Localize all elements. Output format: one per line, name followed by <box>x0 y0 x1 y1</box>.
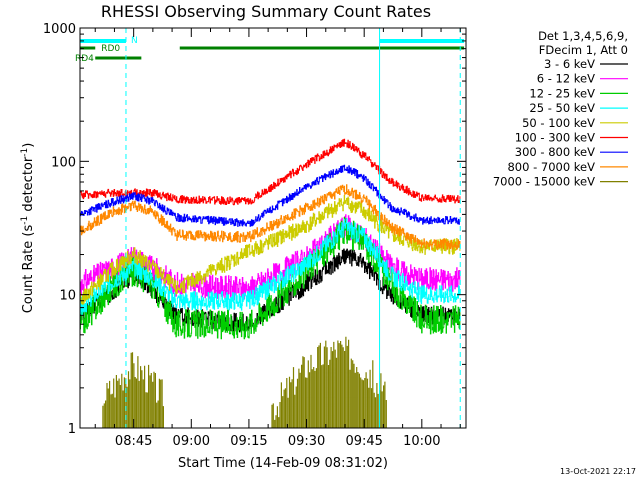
flag-rd4-label: RD4 <box>75 54 94 64</box>
legend-label-50-100-kev: 50 - 100 keV <box>522 116 595 130</box>
x-tick-label: 08:45 <box>115 434 152 449</box>
series-25-50-kev-trace <box>80 218 461 316</box>
plot-series-group <box>80 138 461 428</box>
series-7000-15000-kev-trace <box>102 336 387 428</box>
legend-label-800-7000-kev: 800 - 7000 keV <box>507 160 595 174</box>
y-tick-label: 1 <box>68 422 76 437</box>
x-tick-label: 09:00 <box>173 434 210 449</box>
x-tick-label: 09:30 <box>288 434 325 449</box>
x-tick-label: 09:15 <box>230 434 267 449</box>
plot-frame <box>79 27 467 429</box>
x-axis-label: Start Time (14-Feb-09 08:31:02) <box>178 456 388 471</box>
legend-label-12-25-kev: 12 - 25 keV <box>529 86 595 100</box>
marker-group <box>125 28 461 428</box>
chart-title: RHESSI Observing Summary Count Rates <box>101 2 431 21</box>
legend-label-25-50-kev: 25 - 50 keV <box>529 101 595 115</box>
x-tick-label: 09:45 <box>345 434 382 449</box>
legend-label-7000-15000-kev: 7000 - 15000 keV <box>493 175 595 189</box>
legend-label-3-6-kev: 3 - 6 keV <box>544 57 595 71</box>
flag-rd0-label: RD0 <box>101 44 120 54</box>
legend-label-300-800-kev: 300 - 800 keV <box>515 145 595 159</box>
generation-date: 13-Oct-2021 22:17 <box>560 467 636 476</box>
y-axis-label: Count Rate (s-1 detector-1) <box>20 143 36 314</box>
series-100-300-kev-trace <box>80 138 461 206</box>
legend-header-line: FDecim 1, Att 0 <box>539 43 628 57</box>
flag-group: N RD0 RD4 <box>75 36 465 64</box>
series-300-800-kev-trace <box>80 164 461 227</box>
y-tick-label: 10 <box>59 289 76 304</box>
x-tick-label: 10:00 <box>403 434 440 449</box>
y-tick-label: 1000 <box>43 22 76 37</box>
legend-label-100-300-kev: 100 - 300 keV <box>515 131 595 145</box>
series-50-100-kev-trace <box>80 194 461 305</box>
flag-n-label: N <box>131 36 138 46</box>
y-tick-label: 100 <box>51 155 76 170</box>
legend-label-6-12-kev: 6 - 12 keV <box>537 72 595 86</box>
legend-header-line: Det 1,3,4,5,6,9, <box>538 29 628 43</box>
series-12-25-kev-trace <box>80 217 461 340</box>
legend: Det 1,3,4,5,6,9,FDecim 1, Att 03 - 6 keV… <box>493 29 628 189</box>
axes-group: 08:45 09:00 09:15 09:30 09:45 10:00 1 10 100 1000 <box>43 22 466 449</box>
series-800-7000-kev-trace <box>80 184 461 250</box>
